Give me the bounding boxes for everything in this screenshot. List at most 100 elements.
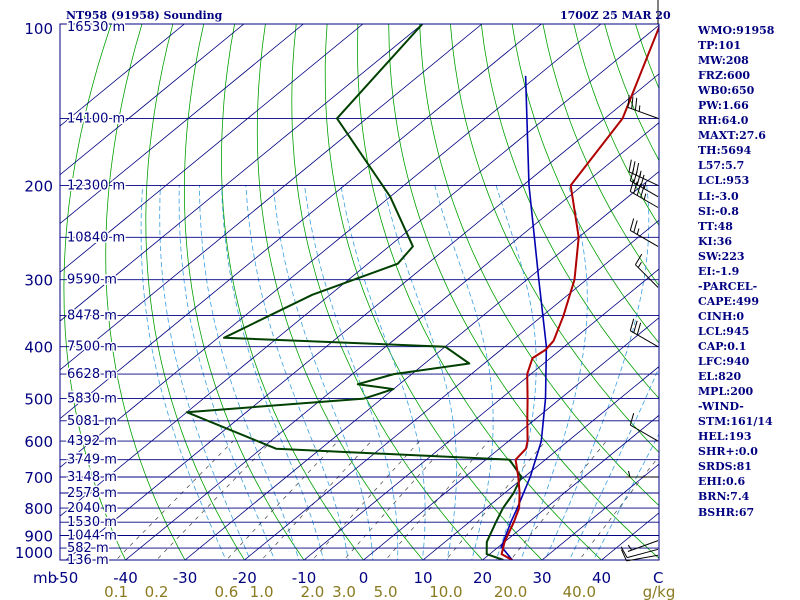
height-label: 2578 m bbox=[67, 486, 117, 501]
parameter-item: SI:-0.8 bbox=[698, 204, 739, 218]
pressure-label: 400 bbox=[24, 339, 53, 357]
pressure-label: 300 bbox=[24, 272, 53, 290]
parcel-trace bbox=[500, 75, 548, 560]
moist-adiabat bbox=[272, 185, 374, 560]
parameter-item: CAPE:499 bbox=[698, 294, 759, 308]
moist-adiabat bbox=[140, 185, 227, 560]
wind-barb-staff bbox=[630, 229, 659, 247]
moist-adiabat bbox=[221, 185, 324, 560]
isotherm bbox=[60, 24, 304, 225]
parameter-item: PW:1.66 bbox=[698, 99, 749, 113]
wind-barb-flag bbox=[620, 549, 627, 562]
height-label: 1530 m bbox=[67, 515, 117, 530]
wind-barb-half-flag bbox=[628, 470, 631, 478]
wind-barb-staff bbox=[635, 264, 659, 288]
temperature-axis-unit: C bbox=[653, 569, 663, 587]
mixing-ratio-tick-label: 10.0 bbox=[429, 583, 462, 600]
wind-barb-flag bbox=[633, 320, 638, 333]
wind-barb bbox=[627, 540, 659, 552]
parameter-item: -PARCEL- bbox=[698, 279, 758, 293]
height-label: 582 m bbox=[67, 541, 109, 556]
parameter-item: EL:820 bbox=[698, 370, 742, 384]
temperature-trace bbox=[500, 24, 659, 560]
wind-barb-staff bbox=[627, 540, 659, 552]
height-label: 3148 m bbox=[67, 470, 117, 485]
mixing-ratio-line bbox=[385, 440, 490, 560]
wind-barb-flag bbox=[632, 161, 636, 174]
height-label: 12300 m bbox=[67, 178, 125, 193]
moist-adiabat bbox=[178, 185, 275, 560]
height-label: 14100 m bbox=[67, 111, 125, 126]
wind-barb-staff bbox=[628, 171, 659, 186]
temperature-tick-label: 20 bbox=[473, 569, 492, 587]
parameter-item: BRN:7.4 bbox=[698, 490, 750, 504]
wind-barb-flag bbox=[633, 181, 638, 194]
height-label: 3749 m bbox=[67, 453, 117, 468]
mixing-ratio-line bbox=[578, 455, 659, 560]
isotherm bbox=[60, 24, 602, 468]
parameter-item: SW:223 bbox=[698, 249, 745, 263]
wind-barb-flag bbox=[640, 174, 645, 187]
parameter-item: KI:36 bbox=[698, 234, 733, 248]
height-label: 136 m bbox=[67, 553, 109, 568]
isotherm bbox=[60, 24, 185, 127]
wind-barb-flag bbox=[620, 546, 628, 558]
wind-barb bbox=[629, 413, 659, 442]
plot-frame bbox=[59, 23, 660, 561]
pressure-label: 500 bbox=[24, 391, 53, 409]
wind-barb bbox=[628, 159, 659, 186]
height-label: 5830 m bbox=[67, 392, 117, 407]
height-label: 6628 m bbox=[67, 367, 117, 382]
mixing-ratio-tick-label: 5.0 bbox=[374, 583, 398, 600]
parameter-item: CAP:0.1 bbox=[698, 339, 747, 353]
parameter-item: BSHR:67 bbox=[698, 505, 755, 519]
plot-background bbox=[60, 24, 659, 560]
isotherm bbox=[60, 24, 542, 420]
parameter-item: MPL:200 bbox=[698, 385, 754, 399]
wind-barb bbox=[620, 546, 659, 559]
wind-barb-flag bbox=[628, 159, 632, 172]
mixing-ratio-line bbox=[343, 440, 450, 560]
height-label: 2040 m bbox=[67, 501, 117, 516]
wind-barb-staff bbox=[630, 330, 659, 348]
dry-adiabat bbox=[778, 0, 800, 571]
pressure-label: 600 bbox=[24, 433, 53, 451]
parameter-item: STM:161/14 bbox=[698, 415, 773, 429]
wind-barb-half-flag bbox=[643, 193, 647, 200]
temperature-tick-label: -20 bbox=[232, 569, 257, 587]
wind-barb-flag bbox=[629, 413, 635, 426]
mixing-ratio-tick-label: 3.0 bbox=[332, 583, 356, 600]
parameter-item: TP:101 bbox=[698, 39, 742, 53]
wind-barb-flag bbox=[631, 96, 634, 109]
moist-adiabat bbox=[383, 185, 457, 560]
wind-barb-half-flag bbox=[636, 228, 640, 235]
moist-adiabat bbox=[520, 185, 588, 560]
wind-barb-half-flag bbox=[627, 544, 633, 551]
pressure-label: 800 bbox=[24, 500, 53, 518]
parameter-item: MAXT:27.6 bbox=[698, 129, 766, 143]
wind-barb bbox=[626, 470, 658, 478]
moist-adiabat bbox=[544, 185, 650, 560]
moist-adiabat bbox=[304, 185, 399, 560]
parameter-item: EHI:0.6 bbox=[698, 475, 746, 489]
wind-barb-flag bbox=[629, 179, 635, 192]
wind-barb-staff bbox=[626, 554, 659, 562]
temperature-tick-label: 0 bbox=[359, 569, 369, 587]
parameter-item: HEL:193 bbox=[698, 430, 752, 444]
moist-adiabat bbox=[495, 185, 537, 560]
wind-barb-half-flag bbox=[638, 105, 641, 112]
parameter-item: -WIND- bbox=[698, 400, 744, 414]
parameter-item: LFC:940 bbox=[698, 355, 750, 369]
wind-barb bbox=[634, 253, 659, 288]
parameter-item: L57:5.7 bbox=[698, 159, 745, 173]
pressure-label: 700 bbox=[24, 469, 53, 487]
height-label: 1044 m bbox=[67, 529, 117, 544]
parameter-item: EI:-1.9 bbox=[698, 264, 740, 278]
parameter-item: FRZ:600 bbox=[698, 69, 751, 83]
isotherm bbox=[60, 24, 483, 371]
parameter-item: TH:5694 bbox=[698, 144, 752, 158]
moist-adiabat bbox=[245, 185, 349, 560]
parameter-item: WMO:91958 bbox=[698, 24, 775, 37]
mixing-ratio-tick-label: 20.0 bbox=[494, 583, 527, 600]
